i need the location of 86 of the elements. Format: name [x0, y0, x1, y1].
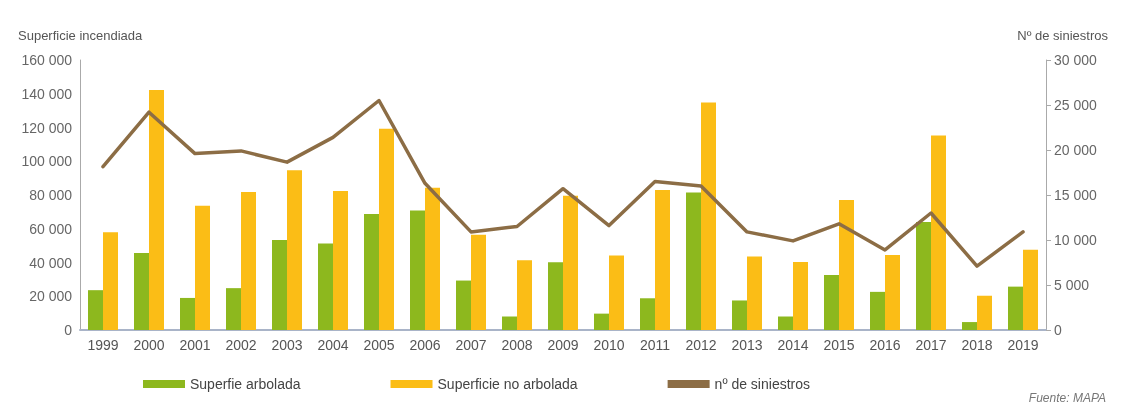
bar [747, 256, 762, 330]
y-tick-label: 160 000 [21, 52, 73, 68]
x-tick-label: 2013 [731, 337, 763, 353]
bar [732, 300, 747, 330]
bar [686, 192, 701, 330]
bar [885, 255, 900, 330]
y2-tick-label: 30 000 [1054, 52, 1098, 68]
y2-tick-label: 15 000 [1054, 187, 1098, 203]
y-tick-label: 140 000 [21, 85, 73, 102]
bar [333, 191, 348, 330]
bar [425, 187, 440, 330]
bar [149, 90, 164, 330]
bar [701, 102, 716, 330]
bar [640, 298, 655, 330]
bar [1023, 249, 1038, 330]
bar [456, 280, 471, 330]
bar [195, 205, 210, 330]
bar [103, 232, 118, 330]
bar [594, 313, 609, 330]
bar [824, 274, 839, 330]
x-tick-label: 2014 [777, 337, 809, 353]
x-tick-label: 2006 [409, 337, 441, 353]
x-tick-label: 2009 [547, 337, 579, 353]
bar [502, 316, 517, 330]
x-tick-label: 2010 [593, 337, 625, 353]
y-tick-label: 60 000 [29, 220, 73, 237]
bar [379, 128, 394, 330]
x-tick-label: 2005 [363, 337, 395, 353]
bar [563, 195, 578, 330]
bar [517, 260, 532, 330]
x-tick-label: 2012 [685, 337, 717, 353]
x-tick-label: 2015 [823, 337, 855, 353]
bar [471, 234, 486, 330]
bar [180, 297, 195, 330]
x-tick-label: 2016 [869, 337, 901, 353]
bar [870, 291, 885, 330]
y-tick-label: 20 000 [29, 288, 73, 305]
y2-tick-label: 25 000 [1054, 97, 1098, 113]
bar [318, 243, 333, 330]
x-tick-label: 2007 [455, 337, 487, 353]
bar [364, 214, 379, 330]
y-tick-label: 100 000 [21, 153, 73, 170]
y2-tick-label: 10 000 [1054, 232, 1098, 248]
y-axis-title: Superficie incendiada [18, 28, 144, 43]
bar [839, 200, 854, 330]
y2-tick-label: 0 [1054, 322, 1062, 338]
x-tick-label: 2017 [915, 337, 947, 353]
bar [410, 210, 425, 330]
bar [962, 322, 977, 330]
x-tick-label: 2018 [961, 337, 993, 353]
x-tick-label: 2000 [133, 337, 165, 353]
y2-axis-title: Nº de siniestros [1017, 28, 1109, 43]
bar [609, 255, 624, 330]
bar [134, 252, 149, 330]
x-tick-label: 2001 [179, 337, 211, 353]
bar [916, 222, 931, 330]
legend-label: nº de siniestros [714, 376, 811, 392]
x-tick-label: 2008 [501, 337, 533, 353]
x-tick-label: 2011 [639, 337, 671, 353]
x-tick-label: 2019 [1007, 337, 1039, 353]
legend-label: Superficie no arbolada [437, 376, 578, 392]
x-tick-label: 2004 [317, 337, 349, 353]
y2-tick-label: 20 000 [1054, 142, 1098, 158]
y-tick-label: 80 000 [29, 187, 73, 203]
bar [548, 262, 563, 330]
bar [88, 290, 103, 330]
y-tick-label: 0 [64, 322, 73, 338]
bar [287, 170, 302, 330]
legend-label: Superfie arbolada [190, 376, 301, 392]
x-tick-label: 2003 [271, 337, 303, 353]
bar [931, 135, 946, 330]
bar [241, 191, 256, 330]
y-tick-label: 40 000 [29, 254, 73, 271]
bar [655, 189, 670, 330]
bar [793, 261, 808, 330]
bar [977, 295, 992, 330]
x-tick-label: 2002 [225, 337, 257, 353]
bar [1008, 286, 1023, 330]
x-tick-label: 1999 [87, 337, 119, 353]
line-series [101, 98, 1025, 268]
bar [226, 288, 241, 330]
y2-tick-label: 5 000 [1054, 277, 1090, 293]
bar [272, 240, 287, 330]
y-tick-label: 120 000 [21, 119, 73, 136]
source-note: Fuente: MAPA [1028, 391, 1107, 405]
bar [778, 316, 793, 330]
